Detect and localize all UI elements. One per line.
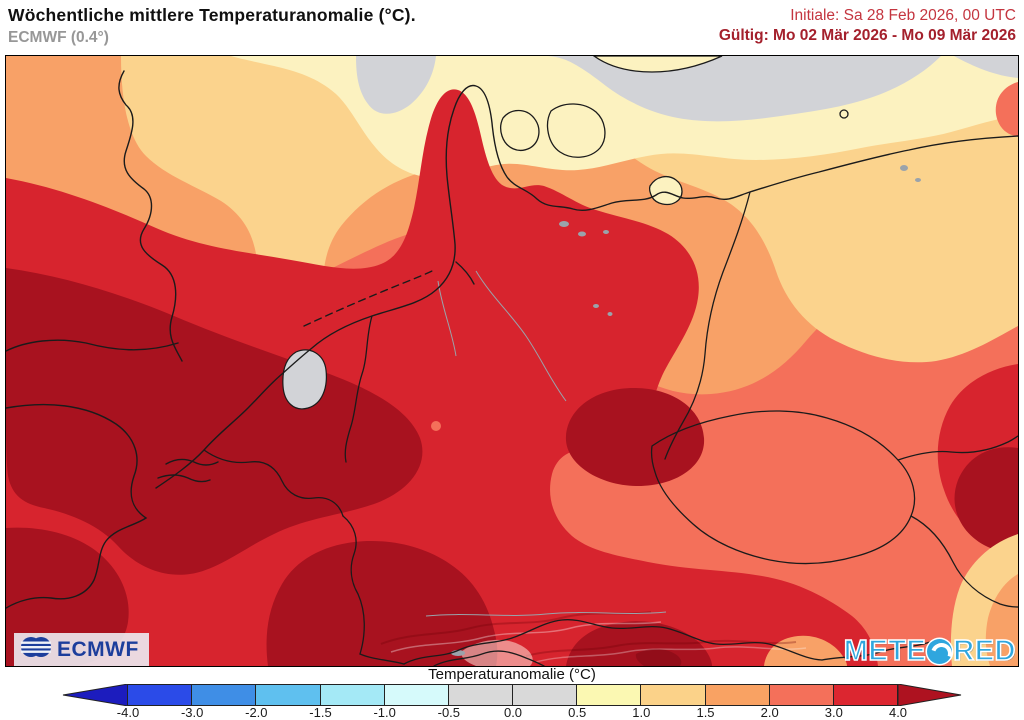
legend-tick-0.0: 0.0 (503, 705, 523, 720)
legend-segment-1_1.5 (640, 684, 706, 706)
map-canvas (5, 55, 1019, 667)
border-de-pl (664, 191, 751, 460)
river-weser (437, 280, 457, 357)
colorbar-right-arrow (898, 684, 962, 706)
anomaly-region-gray-kattegat (356, 56, 436, 114)
coastline-zeeland-1 (165, 458, 219, 466)
anomaly-region-salmon-dot (431, 421, 441, 431)
anomaly-region-salmon-ne-corner (995, 82, 1018, 136)
anomaly-region-darkred-alps (566, 621, 712, 666)
legend-segment-1.5_2 (704, 684, 770, 706)
coastline-uk (118, 70, 183, 362)
ecmwf-icon (21, 636, 51, 663)
model-subtitle: ECMWF (0.4°) (8, 29, 109, 46)
lakes (451, 165, 921, 656)
init-line: Initiale: Sa 28 Feb 2026, 00 UTC (790, 7, 1016, 24)
legend-segment-2_3 (768, 684, 834, 706)
colorbar-ticks: -4.0 -3.0 -2.0 -1.5 -1.0 -0.5 0.0 0.5 1.0 1.5 2.0 3… (0, 705, 1024, 720)
border-cz-pl-east (897, 435, 1018, 461)
legend-tick--0.5: -0.5 (437, 705, 461, 720)
river-danube (425, 611, 667, 617)
legend-segment-0.5_1 (576, 684, 642, 706)
coastline-elbe-estuary (455, 261, 475, 285)
anomaly-region-darkred-right-edge (954, 447, 1018, 553)
ecmwf-logo: ECMWF (14, 633, 149, 666)
border-czech (650, 410, 916, 565)
anomaly-region-darkred-center-east (565, 388, 705, 486)
legend-tick--1.5: -1.5 (309, 705, 332, 720)
coastline-north-sea-baltic (155, 84, 1018, 489)
border-nl-de (344, 315, 373, 463)
anomaly-region-gray-corner (954, 56, 1018, 78)
coast-sweden (592, 56, 723, 73)
legend-tick-2.0: 2.0 (760, 705, 779, 720)
valid-line: Gültig: Mo 02 Mär 2026 - Mo 09 Mär 2026 (718, 27, 1016, 44)
lake-ijsselmeer (282, 349, 327, 410)
meteored-logo: METE RED (843, 634, 1017, 668)
river-elbe (475, 270, 567, 402)
island-ruegen (648, 175, 683, 206)
legend-segment--0.5_0 (447, 684, 514, 706)
coastline-channel (6, 403, 148, 609)
border-swiss-north (359, 653, 405, 665)
colorbar-left-arrow (62, 684, 128, 706)
legend-segment--4_-3 (127, 684, 193, 706)
legend-segment--2_-1.5 (255, 684, 321, 706)
island-sjaelland (546, 103, 606, 158)
anomaly-region-orange-se-corner (985, 574, 1018, 666)
border-at-hu (821, 641, 931, 661)
meteored-logo-right: RED (953, 634, 1017, 668)
page-title: Wöchentliche mittlere Temperaturanomalie… (8, 5, 416, 25)
island-bornholm (839, 109, 849, 119)
border-belgium-south (203, 449, 344, 517)
rivers (425, 270, 667, 617)
legend-tick--3.0: -3.0 (180, 705, 204, 720)
legend-tick-1.5: 1.5 (696, 705, 715, 720)
anomaly-region-orange-bottom-blob (764, 635, 847, 666)
legend-tick--2.0: -2.0 (245, 705, 268, 720)
coastline-wadden-islands (303, 269, 435, 327)
border-luxembourg-alsace (342, 515, 365, 655)
legend-tick-4.0: 4.0 (888, 705, 908, 720)
legend-tick-0.5: 0.5 (568, 705, 587, 720)
legend-segment--1.5_-1 (319, 684, 385, 706)
legend-title: Temperaturanomalie (°C) (428, 666, 596, 683)
colorbar (62, 684, 962, 706)
meteored-logo-left: METE (843, 634, 927, 668)
legend-segment-3_4 (832, 684, 899, 706)
border-inner-alps (433, 650, 545, 666)
coastline-thames (6, 339, 179, 352)
border-slovakia (910, 515, 1018, 608)
border-de-at-alps (403, 619, 823, 665)
legend-tick-1.0: 1.0 (632, 705, 651, 720)
legend-segment--3_-2 (191, 684, 257, 706)
coastline-zeeland-2 (157, 474, 211, 483)
legend-tick--4.0: -4.0 (116, 705, 140, 720)
legend-tick--1.0: -1.0 (373, 705, 396, 720)
legend-segment--1_-0.5 (383, 684, 449, 706)
island-fyn (499, 109, 540, 151)
meteored-o-icon (927, 639, 953, 664)
anomaly-region-darkred-center-south (266, 540, 498, 666)
colorbar-segments (127, 684, 899, 706)
legend-segment-0_0.5 (512, 684, 578, 706)
legend-tick-3.0: 3.0 (824, 705, 843, 720)
anomaly-region-darkred-southwest (6, 527, 129, 666)
ecmwf-logo-text: ECMWF (57, 637, 139, 661)
